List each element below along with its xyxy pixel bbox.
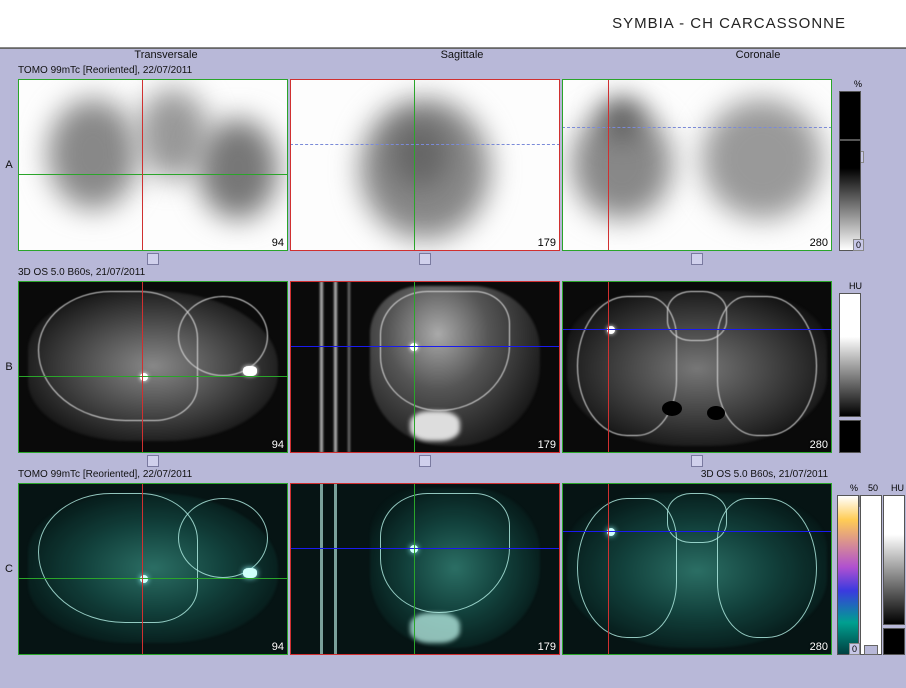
scale-c-fusion[interactable]: % 100 0: [836, 483, 860, 655]
series-label-a: TOMO 99mTc [Reoriented], 22/07/2011: [18, 65, 192, 76]
series-label-b: 3D OS 5.0 B60s, 21/07/2011: [18, 267, 145, 278]
row-b: 3D OS 5.0 B60s, 21/07/2011 B 94: [0, 267, 906, 469]
slider-thumb[interactable]: [419, 253, 431, 265]
scale-bot-val: 0: [849, 643, 860, 655]
series-label-c-left: TOMO 99mTc [Reoriented], 22/07/2011: [18, 469, 192, 480]
scale-unit: %: [850, 483, 860, 495]
scale-blend-label: 50: [868, 483, 880, 495]
row-letter-a: A: [0, 79, 18, 251]
col-header-coronal: Coronale: [610, 49, 906, 65]
slice-num: 94: [272, 641, 284, 653]
slice-num: 280: [810, 641, 828, 653]
pane-c-transversal[interactable]: 94: [18, 483, 288, 655]
col-header-sagittal: Sagittale: [314, 49, 610, 65]
slice-num: 179: [538, 641, 556, 653]
row-c: TOMO 99mTc [Reoriented], 22/07/2011 3D O…: [0, 469, 906, 655]
sliders-b: [0, 453, 906, 469]
pane-a-sagittal[interactable]: 179: [290, 79, 560, 251]
pane-c-sagittal[interactable]: 179: [290, 483, 560, 655]
app-title: SYMBIA - CH CARCASSONNE: [612, 15, 846, 32]
row-letter-c: C: [0, 483, 18, 655]
pane-b-coronal[interactable]: 280: [562, 281, 832, 453]
slice-num: 94: [272, 439, 284, 451]
pane-a-transversal[interactable]: 94: [18, 79, 288, 251]
slider-thumb[interactable]: [147, 455, 159, 467]
scale-bot-val: 0: [853, 239, 864, 251]
sliders-a: [0, 251, 906, 267]
pane-a-coronal[interactable]: 280: [562, 79, 832, 251]
pane-c-coronal[interactable]: 280: [562, 483, 832, 655]
pane-b-sagittal[interactable]: 179: [290, 281, 560, 453]
slider-thumb[interactable]: [691, 253, 703, 265]
slider-thumb[interactable]: [419, 455, 431, 467]
slice-num: 280: [810, 439, 828, 451]
slider-thumb[interactable]: [691, 455, 703, 467]
slice-num: 179: [538, 439, 556, 451]
viewer-area: Transversale Sagittale Coronale TOMO 99m…: [0, 48, 906, 688]
scale-b[interactable]: HU: [836, 281, 864, 453]
scale-a[interactable]: % 61 0: [836, 79, 864, 251]
app-header: SYMBIA - CH CARCASSONNE: [0, 0, 906, 48]
slice-num: 94: [272, 237, 284, 249]
scale-unit: %: [854, 79, 864, 91]
scale-unit: HU: [849, 281, 864, 293]
series-label-c-right: 3D OS 5.0 B60s, 21/07/2011: [701, 469, 828, 480]
row-a: TOMO 99mTc [Reoriented], 22/07/2011 A 94: [0, 65, 906, 267]
slice-num: 280: [810, 237, 828, 249]
slice-num: 179: [538, 237, 556, 249]
scale-unit: HU: [891, 483, 906, 495]
scale-c-hu[interactable]: HU: [882, 483, 906, 655]
slider-thumb[interactable]: [147, 253, 159, 265]
col-header-transversal: Transversale: [18, 49, 314, 65]
row-letter-b: B: [0, 281, 18, 453]
scale-c-blend[interactable]: 50: [862, 483, 880, 655]
column-headers: Transversale Sagittale Coronale: [0, 49, 906, 65]
pane-b-transversal[interactable]: 94: [18, 281, 288, 453]
